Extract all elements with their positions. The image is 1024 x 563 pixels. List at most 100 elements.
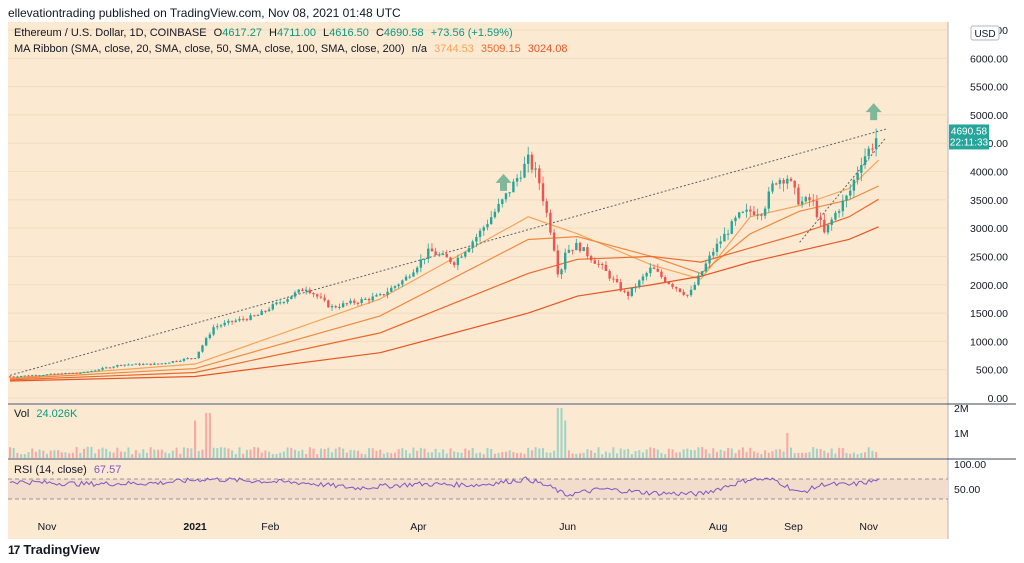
volume-bar <box>697 447 700 458</box>
candle-body <box>182 358 186 361</box>
volume-bar <box>849 453 852 458</box>
candle-body <box>726 233 730 235</box>
candle-body <box>749 209 752 212</box>
volume-bar <box>134 450 137 458</box>
candle-body <box>486 224 489 228</box>
volume-bar <box>271 454 274 458</box>
candle-body <box>167 362 171 364</box>
bar-countdown: 22:11:33 <box>950 137 989 148</box>
volume-bar <box>256 447 259 458</box>
candle-body <box>404 276 408 281</box>
volume-bar <box>479 452 482 458</box>
volume-bar <box>53 450 56 458</box>
candle-body <box>715 243 719 252</box>
candle-body <box>804 197 808 202</box>
price-tick-label: 5500.00 <box>970 82 1008 94</box>
volume-bar <box>419 447 422 458</box>
volume-bar <box>216 448 219 458</box>
ma-line <box>9 159 880 379</box>
volume-bar <box>534 447 537 458</box>
ma-value-3: 3024.08 <box>528 43 568 55</box>
ma-value-2: 3509.15 <box>481 43 521 55</box>
candle-body <box>675 286 678 289</box>
tradingview-footer[interactable]: 17 TradingView <box>8 542 100 557</box>
volume-bar <box>16 452 19 458</box>
rsi-bands <box>8 478 948 500</box>
candle-body <box>45 374 49 376</box>
time-axis[interactable]: Nov 2021 Feb Apr Jun Aug Sep Nov <box>38 521 879 533</box>
volume-bar <box>416 450 419 458</box>
rsi-series <box>9 476 879 497</box>
price-tick-label: 1500.00 <box>970 308 1008 320</box>
candle-body <box>93 370 97 372</box>
candle-body <box>264 310 267 312</box>
volume-bar <box>708 453 711 458</box>
candle-body <box>597 263 600 265</box>
candle-body <box>638 280 641 288</box>
volume-bar <box>678 452 681 458</box>
legend-close: 4690.58 <box>384 27 424 39</box>
candle-body <box>245 319 249 321</box>
candle-body <box>549 212 552 233</box>
candle-body <box>615 279 619 283</box>
volume-bar <box>449 448 452 458</box>
volume-bar <box>279 452 282 458</box>
candle-body <box>301 289 304 292</box>
volume-bar <box>801 452 804 458</box>
volume-bar <box>294 449 297 458</box>
legend-row-2: MA Ribbon (SMA, close, 20, SMA, close, 5… <box>14 43 568 55</box>
volume-bar <box>867 447 870 458</box>
candle-body <box>449 257 452 263</box>
volume-bar <box>282 451 285 458</box>
volume-bar <box>190 448 193 458</box>
volume-bar <box>116 447 119 458</box>
candle-body <box>308 289 312 294</box>
candle-body <box>593 260 597 264</box>
candle-body <box>19 375 23 377</box>
volume-bar <box>667 448 670 458</box>
volume-bar <box>812 447 815 458</box>
price-axis[interactable]: 0.00 500.00 1000.00 1500.00 2000.00 2500.00 30… <box>8 25 1008 405</box>
volume-bar <box>97 449 100 458</box>
candle-body <box>97 369 101 371</box>
volume-bar <box>86 446 89 458</box>
time-tick-label: 2021 <box>183 521 207 533</box>
candle-body <box>578 242 582 252</box>
volume-bar <box>438 452 441 458</box>
volume-bar <box>9 447 11 458</box>
candle-body <box>415 267 419 273</box>
volume-axis: 2M 1M <box>954 403 969 440</box>
currency-box[interactable] <box>970 25 1000 41</box>
volume-bar <box>764 450 767 458</box>
candle-body <box>837 211 841 213</box>
candle-body <box>434 251 437 256</box>
candle-body <box>719 241 722 244</box>
volume-bar <box>486 448 489 458</box>
chart-canvas[interactable]: 0.00 500.00 1000.00 1500.00 2000.00 2500.00 30… <box>8 22 1016 539</box>
volume-bar <box>260 452 263 458</box>
volume-bar <box>390 453 393 458</box>
volume-bar <box>560 408 563 458</box>
candle-body <box>819 217 822 220</box>
candle-body <box>23 375 27 377</box>
price-tick-label: 2500.00 <box>970 251 1008 263</box>
candle-body <box>327 300 330 308</box>
candle-body <box>530 154 534 170</box>
candle-body <box>356 302 360 304</box>
rsi-line <box>9 476 879 497</box>
volume-bar <box>145 452 148 458</box>
volume-bar <box>671 449 674 458</box>
volume-bar <box>312 448 315 458</box>
volume-bar <box>75 447 78 458</box>
volume-bar <box>789 447 792 458</box>
volume-bar <box>527 447 530 458</box>
volume-bar <box>334 448 337 458</box>
candle-body <box>478 230 482 237</box>
candle-body <box>800 201 804 205</box>
volume-bar <box>142 449 145 458</box>
volume-bar <box>34 451 37 458</box>
volume-bar <box>493 453 496 458</box>
candle-body <box>626 291 630 296</box>
candle-body <box>75 372 78 374</box>
candle-body <box>212 327 215 335</box>
